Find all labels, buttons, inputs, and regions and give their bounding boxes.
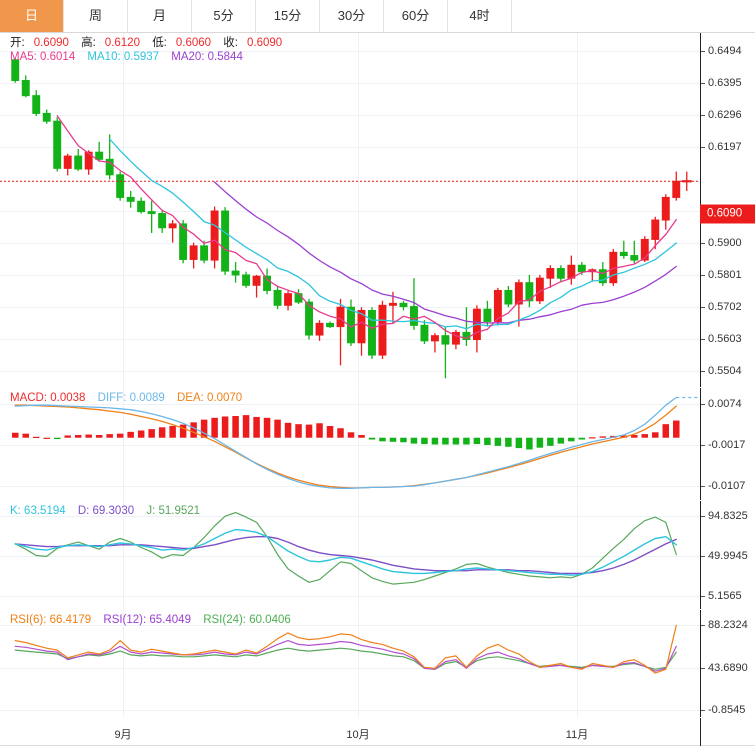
open-label: 开: — [10, 37, 25, 49]
x-axis: 9月 10月 11月 — [0, 718, 755, 746]
rsi12-value: RSI(12): 65.4049 — [103, 614, 191, 626]
x-axis-label: 9月 — [114, 729, 132, 741]
high-label: 高: — [81, 37, 96, 49]
axis-tick: 0.6395 — [701, 77, 742, 89]
ma10-legend: MA10: 0.5937 — [87, 51, 160, 63]
kdj-k-value: K: 63.5194 — [10, 505, 66, 517]
close-label: 收: — [223, 37, 238, 49]
tab-month[interactable]: 月 — [128, 0, 192, 32]
axis-tick: 43.6890 — [701, 662, 748, 674]
axis-tick: 0.5603 — [701, 333, 742, 345]
axis-tick: 94.8325 — [701, 510, 748, 522]
axis-tick: 49.9945 — [701, 550, 748, 562]
kdj-plot-area[interactable] — [0, 501, 700, 609]
rsi-y-axis: 88.2324 43.6890 -0.8545 — [700, 610, 755, 717]
period-tab-bar: 日 周 月 5分 15分 30分 60分 4时 — [0, 0, 755, 33]
price-plot-area[interactable] — [0, 33, 700, 387]
open-value: 0.6090 — [33, 37, 69, 49]
tab-15min[interactable]: 15分 — [256, 0, 320, 32]
macd-plot-area[interactable] — [0, 388, 700, 500]
dea-value: DEA: 0.0070 — [176, 392, 243, 404]
axis-tick: 0.5801 — [701, 269, 742, 281]
tab-60min[interactable]: 60分 — [384, 0, 448, 32]
axis-tick: 0.0074 — [701, 398, 742, 410]
axis-tick: 0.5900 — [701, 237, 742, 249]
axis-tick: 0.6494 — [701, 45, 742, 57]
axis-tick: 0.5702 — [701, 301, 742, 313]
rsi6-value: RSI(6): 66.4179 — [10, 614, 92, 626]
macd-value: MACD: 0.0038 — [10, 392, 86, 404]
kdj-y-axis: 94.8325 49.9945 5.1565 — [700, 501, 755, 609]
tab-30min[interactable]: 30分 — [320, 0, 384, 32]
low-value: 0.6060 — [175, 37, 212, 49]
macd-y-axis: 0.0074 -0.0017 -0.0107 — [700, 388, 755, 500]
tab-bar-filler — [512, 0, 755, 32]
rsi-plot-area[interactable] — [0, 610, 700, 717]
axis-tick: 0.5504 — [701, 365, 742, 377]
price-y-axis: 0.64940.63950.62960.61970.60900.59990.59… — [700, 33, 755, 387]
tab-5min[interactable]: 5分 — [192, 0, 256, 32]
high-value: 0.6120 — [104, 37, 140, 49]
axis-tick: 88.2324 — [701, 619, 748, 631]
ma5-legend: MA5: 0.6014 — [10, 51, 76, 63]
tab-4hour[interactable]: 4时 — [448, 0, 512, 32]
axis-tick: -0.8545 — [701, 704, 745, 716]
rsi-legend: RSI(6): 66.4179 RSI(12): 65.4049 RSI(24)… — [10, 613, 300, 627]
close-value: 0.6090 — [246, 37, 283, 49]
ma20-legend: MA20: 0.5844 — [171, 51, 243, 63]
macd-legend: MACD: 0.0038 DIFF: 0.0089 DEA: 0.0070 — [10, 391, 251, 405]
x-axis-label: 10月 — [346, 729, 370, 741]
x-axis-right-cap — [700, 718, 755, 746]
axis-tick: -0.0107 — [701, 480, 745, 492]
low-label: 低: — [152, 37, 167, 49]
diff-value: DIFF: 0.0089 — [97, 392, 165, 404]
rsi24-value: RSI(24): 60.0406 — [203, 614, 291, 626]
axis-tick: 5.1565 — [701, 590, 742, 602]
kdj-d-value: D: 69.3030 — [77, 505, 135, 517]
x-axis-label: 11月 — [565, 729, 589, 741]
axis-tick: -0.0017 — [701, 439, 745, 451]
tab-day[interactable]: 日 — [0, 0, 64, 32]
tab-week[interactable]: 周 — [64, 0, 128, 32]
last-price-tag: 0.6090 — [700, 204, 755, 224]
axis-tick: 0.6197 — [701, 141, 742, 153]
price-legend: 开: 0.6090 高: 0.6120 低: 0.6060 收: 0.6090 MA5:… — [10, 36, 291, 64]
axis-tick: 0.6296 — [701, 109, 742, 121]
kdj-legend: K: 63.5194 D: 69.3030 J: 51.9521 — [10, 504, 209, 518]
kdj-j-value: J: 51.9521 — [146, 505, 201, 517]
